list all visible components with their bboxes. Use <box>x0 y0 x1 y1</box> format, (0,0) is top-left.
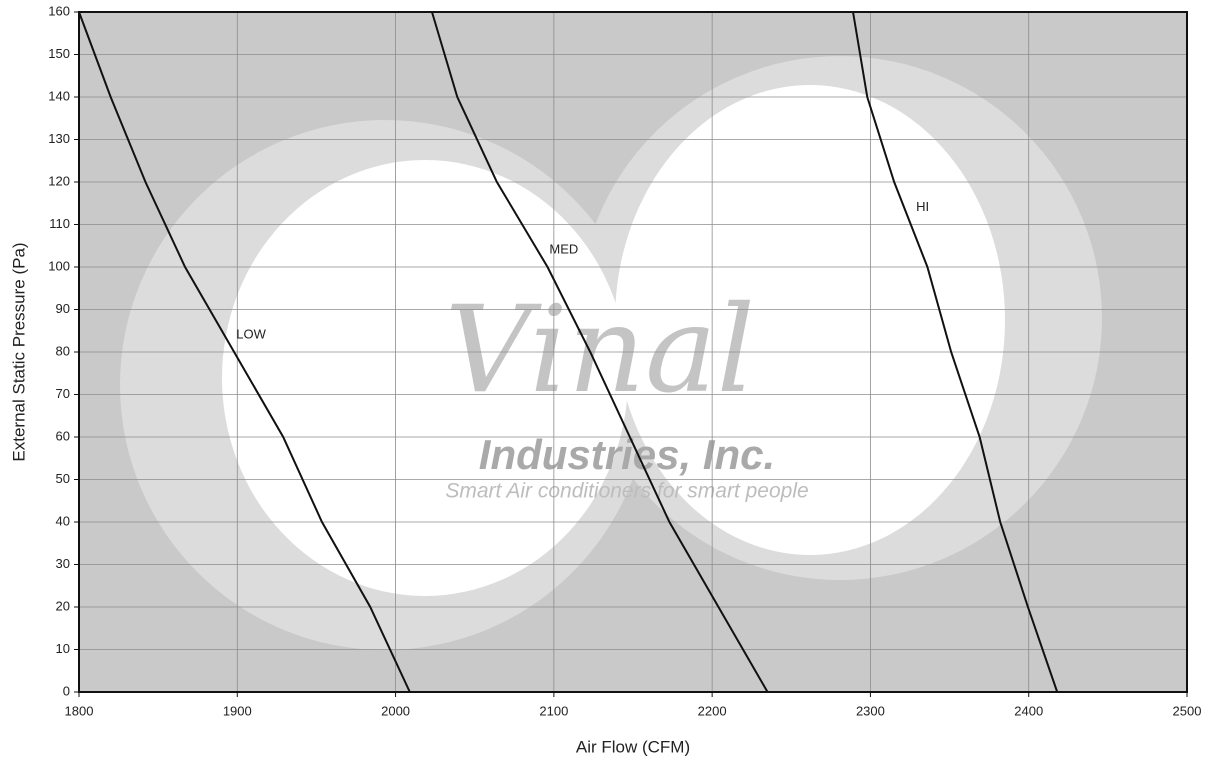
x-tick-label: 1900 <box>223 703 252 718</box>
watermark-logo: Vinal <box>445 281 755 420</box>
x-tick-label: 2300 <box>856 703 885 718</box>
y-tick-label: 50 <box>56 471 70 486</box>
y-tick-label: 150 <box>48 46 70 61</box>
series-label: MED <box>549 241 578 256</box>
watermark-tagline: Smart Air conditioners for smart people <box>445 480 808 503</box>
watermark-company: Industries, Inc. <box>479 431 775 478</box>
series-line <box>852 11 1059 693</box>
y-tick-label: 30 <box>56 556 70 571</box>
y-tick-label: 100 <box>48 258 70 273</box>
series-lines <box>78 11 1059 693</box>
y-tick-label: 0 <box>63 683 70 698</box>
y-tick-label: 40 <box>56 513 70 528</box>
y-tick-label: 120 <box>48 173 70 188</box>
y-tick-label: 20 <box>56 598 70 613</box>
x-tick-label: 2500 <box>1173 703 1202 718</box>
series-line <box>431 11 769 693</box>
y-tick-label: 140 <box>48 88 70 103</box>
x-tick-label: 2400 <box>1014 703 1043 718</box>
series-line <box>78 11 411 693</box>
y-tick-label: 60 <box>56 428 70 443</box>
x-tick-label: 2100 <box>539 703 568 718</box>
watermark-disc <box>222 160 628 596</box>
y-tick-label: 70 <box>56 386 70 401</box>
x-tick-label: 2200 <box>698 703 727 718</box>
x-axis-label: Air Flow (CFM) <box>576 737 690 756</box>
y-tick-label: 130 <box>48 131 70 146</box>
y-tick-label: 10 <box>56 641 70 656</box>
series-label: HI <box>916 199 929 214</box>
y-tick-label: 160 <box>48 3 70 18</box>
y-tick-label: 80 <box>56 343 70 358</box>
y-axis-label: External Static Pressure (Pa) <box>9 242 28 461</box>
y-tick-label: 90 <box>56 301 70 316</box>
x-tick-label: 2000 <box>381 703 410 718</box>
x-tick-label: 1800 <box>65 703 94 718</box>
series-label: LOW <box>236 326 266 341</box>
y-tick-label: 110 <box>49 216 70 231</box>
